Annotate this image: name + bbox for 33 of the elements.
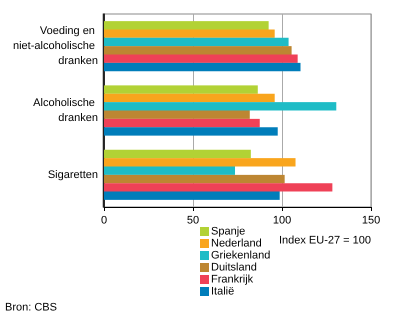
bar — [104, 102, 336, 110]
y-tick-label: Sigaretten — [48, 168, 98, 181]
x-tick-label: 150 — [362, 214, 380, 226]
text: Bron: CBS — [5, 302, 57, 314]
legend-label: Nederland — [211, 238, 262, 250]
bar — [104, 118, 260, 128]
y-tick-label: Voeding en niet-alcoholische dranken — [13, 25, 98, 68]
x-tick-label: 0 — [100, 214, 108, 226]
bar — [104, 94, 275, 102]
legend-label: Spanje — [211, 226, 246, 238]
bar — [104, 150, 251, 158]
bar — [104, 21, 269, 30]
x-tick-label: 50 — [186, 214, 200, 226]
legend-label: Frankrijk — [211, 274, 254, 286]
bar — [104, 29, 275, 38]
bar — [104, 85, 258, 94]
bar — [104, 166, 236, 175]
bar — [104, 174, 285, 184]
legend-label: Italië — [211, 286, 234, 298]
bar — [104, 110, 250, 119]
legend-label: Duitsland — [211, 262, 257, 274]
y-tick-label: Alcoholische dranken — [33, 97, 98, 124]
bar — [104, 192, 280, 200]
x-tick-label: 100 — [272, 214, 292, 226]
bar — [104, 158, 296, 166]
bar — [104, 183, 332, 192]
bar — [104, 46, 292, 55]
bar — [104, 62, 301, 72]
x-axis-title: Index EU-27 = 100 — [278, 234, 371, 246]
bar — [104, 38, 289, 46]
bar — [104, 54, 298, 63]
bar — [104, 127, 278, 136]
legend-label: Griekenland — [211, 250, 270, 262]
